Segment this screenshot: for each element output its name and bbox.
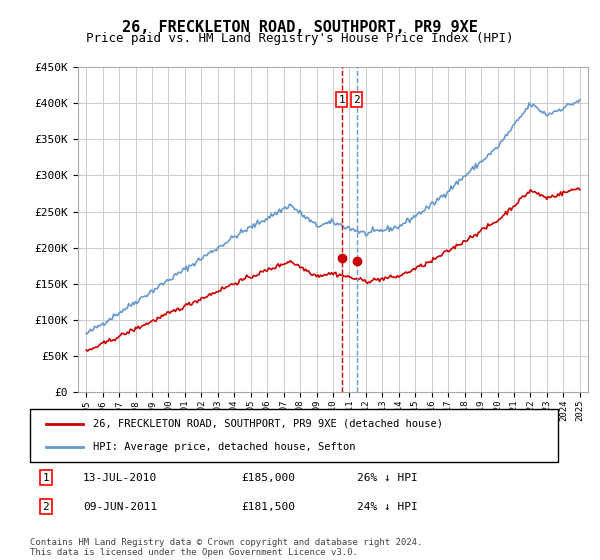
Text: 24% ↓ HPI: 24% ↓ HPI bbox=[358, 502, 418, 512]
Text: 1: 1 bbox=[43, 473, 49, 483]
Text: 2: 2 bbox=[353, 95, 360, 105]
Text: 09-JUN-2011: 09-JUN-2011 bbox=[83, 502, 157, 512]
Text: 26, FRECKLETON ROAD, SOUTHPORT, PR9 9XE: 26, FRECKLETON ROAD, SOUTHPORT, PR9 9XE bbox=[122, 20, 478, 35]
Text: 1: 1 bbox=[338, 95, 345, 105]
Text: HPI: Average price, detached house, Sefton: HPI: Average price, detached house, Seft… bbox=[94, 442, 356, 452]
Text: 2: 2 bbox=[43, 502, 49, 512]
Text: Contains HM Land Registry data © Crown copyright and database right 2024.
This d: Contains HM Land Registry data © Crown c… bbox=[30, 538, 422, 557]
Text: 26% ↓ HPI: 26% ↓ HPI bbox=[358, 473, 418, 483]
Text: £185,000: £185,000 bbox=[241, 473, 295, 483]
FancyBboxPatch shape bbox=[30, 409, 558, 462]
Text: Price paid vs. HM Land Registry's House Price Index (HPI): Price paid vs. HM Land Registry's House … bbox=[86, 32, 514, 45]
Text: £181,500: £181,500 bbox=[241, 502, 295, 512]
Text: 13-JUL-2010: 13-JUL-2010 bbox=[83, 473, 157, 483]
Text: 26, FRECKLETON ROAD, SOUTHPORT, PR9 9XE (detached house): 26, FRECKLETON ROAD, SOUTHPORT, PR9 9XE … bbox=[94, 419, 443, 429]
